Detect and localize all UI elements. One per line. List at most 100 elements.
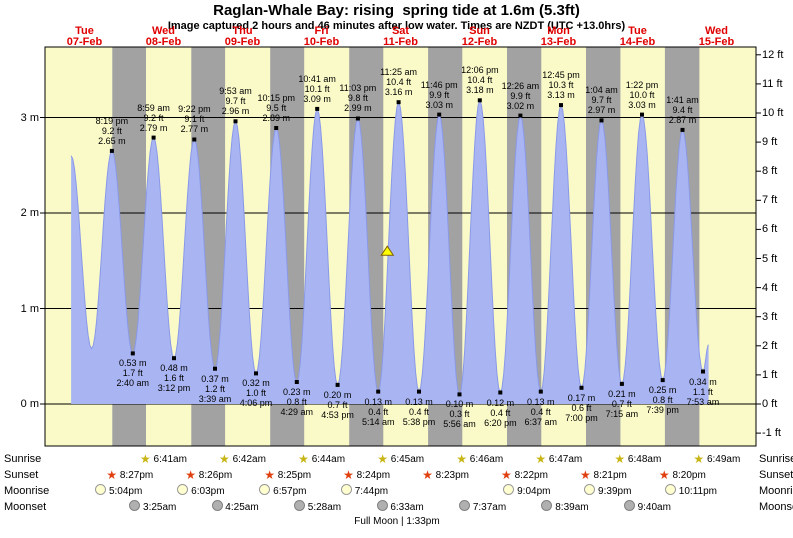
low-ft: 0.4 ft [530,406,551,417]
moonrise-entry: 6:03pm [177,484,225,497]
tide-extreme-dot [559,103,563,108]
moonset-icon [376,500,388,511]
day-weekday: Fri [314,25,329,37]
moonrise-icon [665,484,677,495]
high-m: 3.16 m [384,87,413,98]
low-tide-annotation: 0.34 m 1.1 ft 7:53 am [671,377,735,407]
low-ft: 0.7 ft [611,398,632,409]
astro-time: 7:44pm [351,486,389,497]
right-axis-label: 10 ft [762,107,784,119]
low-time: 6:20 pm [484,417,517,428]
day-label: Sun 12-Feb [445,26,515,48]
high-ft: 9.7 ft [225,96,246,107]
day-weekday: Sat [391,25,410,37]
day-label: Wed 15-Feb [682,26,752,48]
tide-extreme-dot [109,148,114,153]
sunset-entry: ★ 8:24pm [343,468,390,482]
moonset-icon [541,500,553,511]
low-ft: 1.0 ft [245,388,266,399]
astro-time: 6:57pm [270,486,307,497]
right-axis-label: 8 ft [762,165,778,178]
low-m: 0.13 m [405,396,433,407]
right-axis-label: 2 ft [762,339,778,352]
sunrise-star-icon: ★ [614,452,626,466]
low-tide-annotation: 0.48 m 1.6 ft 3:12 pm [142,363,206,393]
high-time: 9:53 am [219,86,252,97]
low-time: 2:40 am [116,378,150,389]
astro-row-label-moonrise: Moonrise [759,485,793,497]
moonset-entry: 6:33am [376,500,424,513]
sunrise-entry: ★ 6:48am [614,452,661,466]
low-ft: 1.2 ft [205,383,226,394]
low-m: 0.34 m [689,376,717,387]
high-ft: 9.5 ft [266,103,287,113]
moonrise-icon [340,484,352,495]
right-axis-label: 0 ft [762,398,778,410]
sunrise-star-icon: ★ [140,452,151,466]
right-axis-label: -1 ft [762,427,781,440]
high-ft: 10.4 ft [467,75,493,86]
high-tide-annotation: 8:59 am 9.2 ft 2.79 m [122,103,186,133]
day-weekday: Tue [75,25,94,37]
sunrise-entry: ★ 6:44am [298,452,345,466]
high-ft: 10.1 ft [304,83,330,94]
low-ft: 0.7 ft [327,399,348,410]
day-weekday: Tue [628,25,647,37]
day-date: 08-Feb [145,36,182,48]
astro-time: 6:46am [467,454,504,465]
low-tide-annotation: 0.13 m 0.4 ft 6:37 am [509,397,573,427]
high-m: 3.02 m [506,100,535,111]
day-date: 11-Feb [383,36,418,48]
high-ft: 9.2 ft [101,125,122,136]
low-time: 4:53 pm [321,409,354,420]
right-axis-label: 5 ft [762,252,778,265]
high-m: 3.03 m [425,99,453,110]
sunrise-star-icon: ★ [219,452,230,466]
now-marker-icon [380,245,395,256]
sunset-entry: ★ 8:21pm [580,468,627,482]
high-tide-annotation: 12:45 pm 10.3 ft 3.13 m [529,70,593,100]
day-weekday: Wed [151,25,176,37]
low-ft: 0.8 ft [286,397,307,408]
high-m: 3.03 m [628,99,656,110]
low-time: 7:53 am [686,396,720,407]
moonset-entry: 7:37am [459,500,506,513]
high-m: 2.89 m [262,113,290,123]
day-date: 07-Feb [66,36,103,48]
high-tide-annotation: 1:41 am 9.4 ft 2.87 m [651,95,715,125]
low-tide-annotation: 0.13 m 0.4 ft 5:14 am [346,397,410,427]
low-tide-annotation: 0.21 m 0.7 ft 7:15 am [590,389,654,419]
low-tide-annotation: 0.17 m 0.6 ft 7:00 pm [550,393,614,423]
low-time: 5:56 am [443,419,476,430]
high-tide-annotation: 1:04 am 9.7 ft 2.97 m [570,85,634,115]
astro-time: 4:25am [222,502,259,513]
astro-time: 6:48am [625,454,662,465]
moonrise-entry: 7:44pm [340,484,389,497]
astro-time: 5:28am [304,502,342,513]
tide-extreme-dot [233,119,238,124]
high-tide-annotation: 12:06 pm 10.4 ft 3.18 m [448,65,512,95]
low-m: 0.17 m [567,392,596,403]
astro-time: 6:44am [308,454,346,465]
sunrise-entry: ★ 6:46am [456,452,503,466]
moonset-entry: 8:39am [541,500,589,513]
high-time: 8:59 am [137,102,170,113]
right-axis-label: 6 ft [762,223,778,236]
high-m: 3.09 m [303,93,331,104]
day-date: 12-Feb [461,36,498,48]
high-time: 10:41 am [298,73,336,84]
tide-extreme-dot [294,380,299,384]
low-ft: 1.7 ft [122,368,143,379]
low-m: 0.23 m [282,387,311,398]
sunset-entry: ★ 8:20pm [659,468,706,482]
high-time: 10:15 pm [257,93,295,103]
astro-time: 3:25am [140,502,177,513]
low-ft: 0.6 ft [571,402,592,413]
astro-time: 6:47am [546,454,583,465]
high-m: 2.77 m [180,124,209,135]
day-date: 10-Feb [303,36,340,48]
high-ft: 9.7 ft [591,95,612,106]
day-weekday: Wed [704,25,729,37]
tide-extreme-dot [660,378,665,383]
